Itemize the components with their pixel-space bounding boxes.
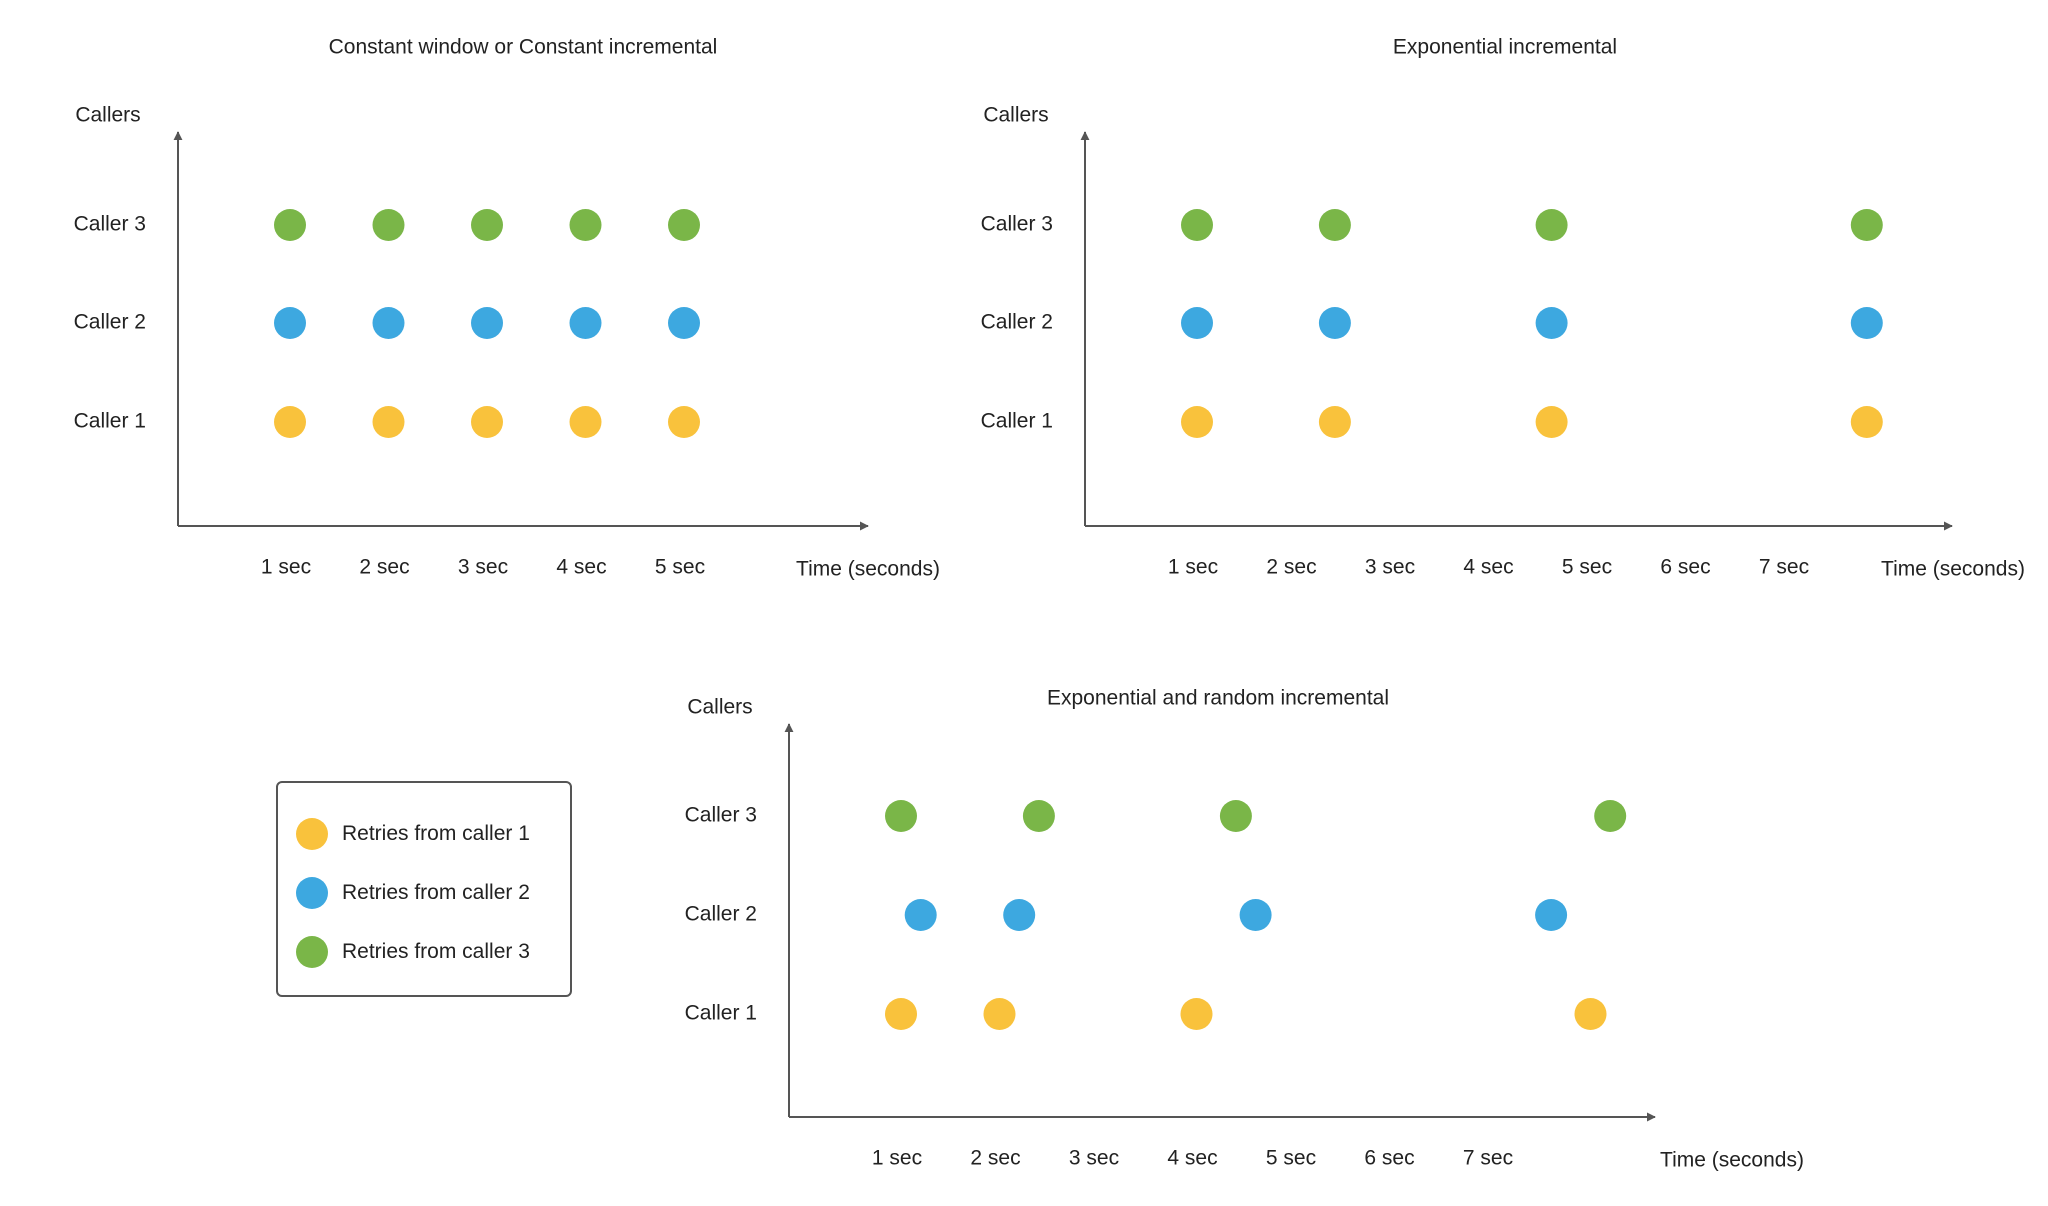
retry-point (1594, 800, 1627, 832)
category-label: Caller 1 (981, 410, 1053, 433)
x-tick-label: 5 sec (1266, 1147, 1316, 1170)
x-tick-label: 6 sec (1660, 556, 1710, 579)
retry-point (1239, 899, 1272, 931)
retry-point (274, 307, 306, 339)
retry-point (1535, 406, 1568, 438)
retry-point (668, 307, 700, 339)
x-tick-label: 7 sec (1463, 1147, 1513, 1170)
retry-point (1574, 998, 1607, 1030)
retry-point (1318, 307, 1351, 339)
x-tick-label: 1 sec (872, 1147, 922, 1170)
category-label: Caller 3 (74, 213, 146, 236)
retry-point (372, 307, 405, 339)
x-tick-label: 3 sec (458, 556, 508, 579)
chart-exponential: Exponential incremental Callers Caller 1 Ca… (981, 36, 2025, 581)
retry-point (1003, 899, 1036, 931)
x-axis-label: Time (seconds) (1660, 1149, 1804, 1172)
retry-point (1318, 209, 1351, 241)
x-tick-label: 2 sec (1266, 556, 1316, 579)
category-label: Caller 1 (74, 410, 146, 433)
retry-point (471, 209, 503, 241)
category-label: Caller 1 (685, 1002, 757, 1025)
retry-point (471, 406, 503, 438)
x-tick-label: 4 sec (1167, 1147, 1217, 1170)
x-tick-label: 1 sec (261, 556, 311, 579)
x-tick-label: 1 sec (1168, 556, 1218, 579)
chart-exponential-random: Exponential and random incremental Caller… (685, 687, 1804, 1172)
category-label: Caller 3 (685, 804, 757, 827)
y-axis-label: Callers (687, 696, 752, 719)
retry-point (885, 998, 917, 1030)
chart-title: Exponential and random incremental (1047, 687, 1389, 710)
legend: Retries from caller 1 Retries from calle… (276, 781, 572, 997)
retry-point (569, 307, 602, 339)
retry-point (1219, 800, 1252, 832)
legend-label: Retries from caller 2 (342, 881, 530, 904)
chart-title: Constant window or Constant incremental (329, 36, 718, 59)
retry-point (1535, 209, 1568, 241)
legend-label: Retries from caller 1 (342, 822, 530, 845)
category-label: Caller 2 (74, 311, 146, 334)
category-label: Caller 2 (685, 903, 757, 926)
legend-label: Retries from caller 3 (342, 940, 530, 963)
x-tick-label: 6 sec (1364, 1147, 1414, 1170)
x-axis-label: Time (seconds) (796, 558, 940, 581)
retry-point (1850, 209, 1883, 241)
retry-point (668, 406, 700, 438)
x-tick-label: 2 sec (359, 556, 409, 579)
retry-point (668, 209, 700, 241)
x-tick-label: 4 sec (556, 556, 606, 579)
y-axis-label: Callers (983, 104, 1048, 127)
retry-point (1181, 209, 1213, 241)
y-axis-label: Callers (75, 104, 140, 127)
category-label: Caller 3 (981, 213, 1053, 236)
retry-point (1535, 307, 1568, 339)
retry-point (569, 209, 602, 241)
x-axis-label: Time (seconds) (1881, 558, 2025, 581)
legend-item-caller-1: Retries from caller 1 (296, 817, 530, 851)
x-tick-label: 5 sec (655, 556, 705, 579)
retry-point (1181, 406, 1213, 438)
x-tick-label: 3 sec (1069, 1147, 1119, 1170)
legend-dot-caller-2 (296, 877, 328, 909)
chart-constant: Constant window or Constant incremental C… (74, 36, 940, 581)
x-tick-label: 5 sec (1562, 556, 1612, 579)
retry-point (1022, 800, 1055, 832)
retry-point (274, 406, 306, 438)
retry-point (983, 998, 1016, 1030)
retry-point (1850, 307, 1883, 339)
x-tick-label: 3 sec (1365, 556, 1415, 579)
x-tick-label: 4 sec (1463, 556, 1513, 579)
legend-item-caller-3: Retries from caller 3 (296, 935, 530, 969)
retry-point (1535, 899, 1568, 931)
retry-point (1318, 406, 1351, 438)
retry-point (904, 899, 937, 931)
retry-point (1850, 406, 1883, 438)
x-tick-label: 7 sec (1759, 556, 1809, 579)
retry-point (1181, 307, 1213, 339)
retry-point (1180, 998, 1213, 1030)
chart-title: Exponential incremental (1393, 36, 1617, 59)
legend-item-caller-2: Retries from caller 2 (296, 876, 530, 910)
retry-point (274, 209, 306, 241)
retry-point (372, 406, 405, 438)
x-tick-label: 2 sec (970, 1147, 1020, 1170)
retry-point (372, 209, 405, 241)
retry-point (885, 800, 917, 832)
category-label: Caller 2 (981, 311, 1053, 334)
legend-dot-caller-1 (296, 818, 328, 850)
retry-point (569, 406, 602, 438)
retry-point (471, 307, 503, 339)
legend-dot-caller-3 (296, 936, 328, 968)
